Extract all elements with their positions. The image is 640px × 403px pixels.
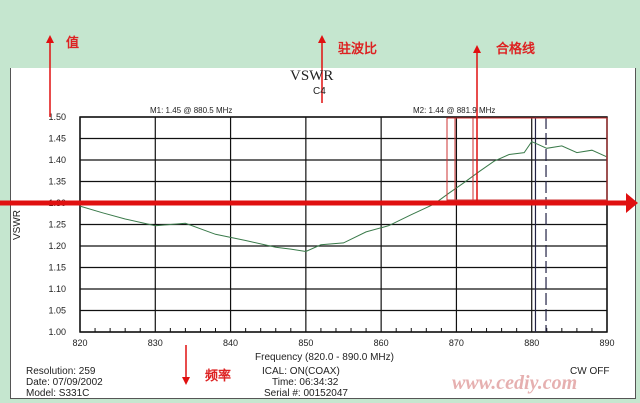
marker-m2-label: M2: 1.44 @ 881.9 MHz xyxy=(413,106,496,115)
x-tick-label: 860 xyxy=(374,338,389,348)
y-tick-label: 1.45 xyxy=(48,134,66,144)
x-tick-label: 840 xyxy=(223,338,238,348)
x-tick-label: 830 xyxy=(148,338,163,348)
x-axis-label: Frequency (820.0 - 890.0 MHz) xyxy=(255,352,394,363)
serial: Serial #: 00152047 xyxy=(264,388,348,399)
y-tick-label: 1.40 xyxy=(48,155,66,165)
y-axis-label: VSWR xyxy=(12,210,23,240)
y-tick-label: 1.25 xyxy=(48,220,66,230)
annotation-pass-line: 合格线 xyxy=(496,41,536,56)
annotation-arrowhead xyxy=(182,377,190,385)
x-tick-label: 880 xyxy=(524,338,539,348)
vswr-curve xyxy=(79,140,608,253)
y-tick-label: 1.50 xyxy=(48,112,66,122)
y-tick-label: 1.15 xyxy=(48,263,66,273)
y-tick-label: 1.35 xyxy=(48,177,66,187)
resolution: Resolution: 259 xyxy=(26,366,96,377)
y-tick-label: 1.10 xyxy=(48,284,66,294)
pass-line-arrowhead xyxy=(626,193,638,213)
marker-m1-label: M1: 1.45 @ 880.5 MHz xyxy=(150,106,233,115)
highlight-box xyxy=(446,117,608,201)
chart-subtitle: C4 xyxy=(313,86,326,97)
x-tick-label: 820 xyxy=(72,338,87,348)
annotation-frequency: 频率 xyxy=(205,368,232,383)
x-tick-label: 890 xyxy=(599,338,614,348)
y-tick-label: 1.20 xyxy=(48,241,66,251)
annotation-arrowhead xyxy=(46,35,54,43)
annotation-value: 值 xyxy=(66,35,80,50)
plot-frame xyxy=(79,116,608,333)
x-tick-label: 870 xyxy=(449,338,464,348)
annotation-arrowhead xyxy=(318,35,326,43)
y-tick-label: 1.05 xyxy=(48,306,66,316)
annotation-arrowhead xyxy=(473,45,481,53)
x-tick-label: 850 xyxy=(298,338,313,348)
ical: ICAL: ON(COAX) xyxy=(262,366,340,377)
watermark: www.cediy.com xyxy=(452,372,578,394)
model: Model: S331C xyxy=(26,388,90,399)
chart-title: VSWR xyxy=(290,68,334,84)
cw-status: CW OFF xyxy=(570,366,610,377)
date: Date: 07/09/2002 xyxy=(26,377,103,388)
y-tick-label: 1.00 xyxy=(48,327,66,337)
annotation-vswr: 驻波比 xyxy=(338,41,378,56)
time: Time: 06:34:32 xyxy=(272,377,339,388)
